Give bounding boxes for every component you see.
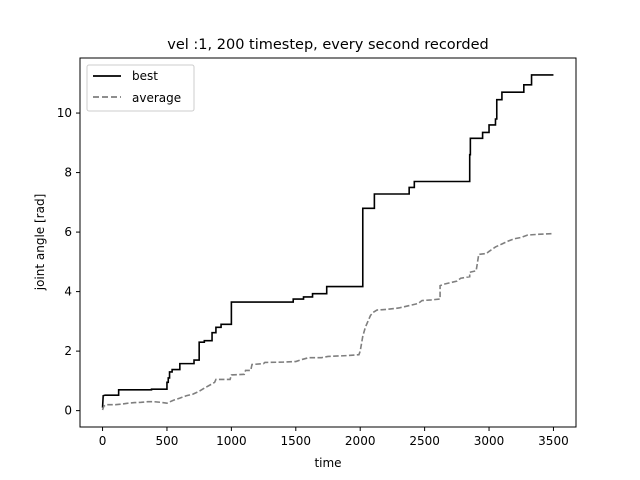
x-tick-label: 2500	[409, 434, 440, 448]
y-tick-label: 2	[64, 344, 72, 358]
y-tick-label: 4	[64, 285, 72, 299]
chart-title: vel :1, 200 timestep, every second recor…	[167, 37, 488, 53]
y-tick-label: 0	[64, 404, 72, 418]
series-layer	[101, 74, 554, 411]
series-line-average	[101, 232, 554, 411]
x-tick-label: 1500	[281, 434, 312, 448]
x-tick-label: 3000	[474, 434, 505, 448]
x-axis-ticks: 0 500 1000 1500 2000 2500 3000 3500	[99, 427, 569, 448]
y-axis-ticks: 0 2 4 6 8 10	[57, 106, 80, 418]
series-line-best	[101, 74, 554, 408]
y-tick-label: 8	[64, 166, 72, 180]
legend-label-best: best	[132, 69, 158, 83]
plot-frame	[79, 57, 577, 428]
legend: best average	[86, 64, 195, 112]
x-axis-label: time	[314, 456, 341, 470]
y-tick-label: 6	[64, 225, 72, 239]
y-axis-label: joint angle [rad]	[33, 194, 47, 292]
x-tick-label: 1000	[216, 434, 247, 448]
x-tick-label: 0	[99, 434, 107, 448]
y-tick-label: 10	[57, 106, 72, 120]
x-tick-label: 3500	[538, 434, 569, 448]
legend-label-average: average	[132, 91, 181, 105]
x-tick-label: 2000	[345, 434, 376, 448]
x-tick-label: 500	[156, 434, 179, 448]
